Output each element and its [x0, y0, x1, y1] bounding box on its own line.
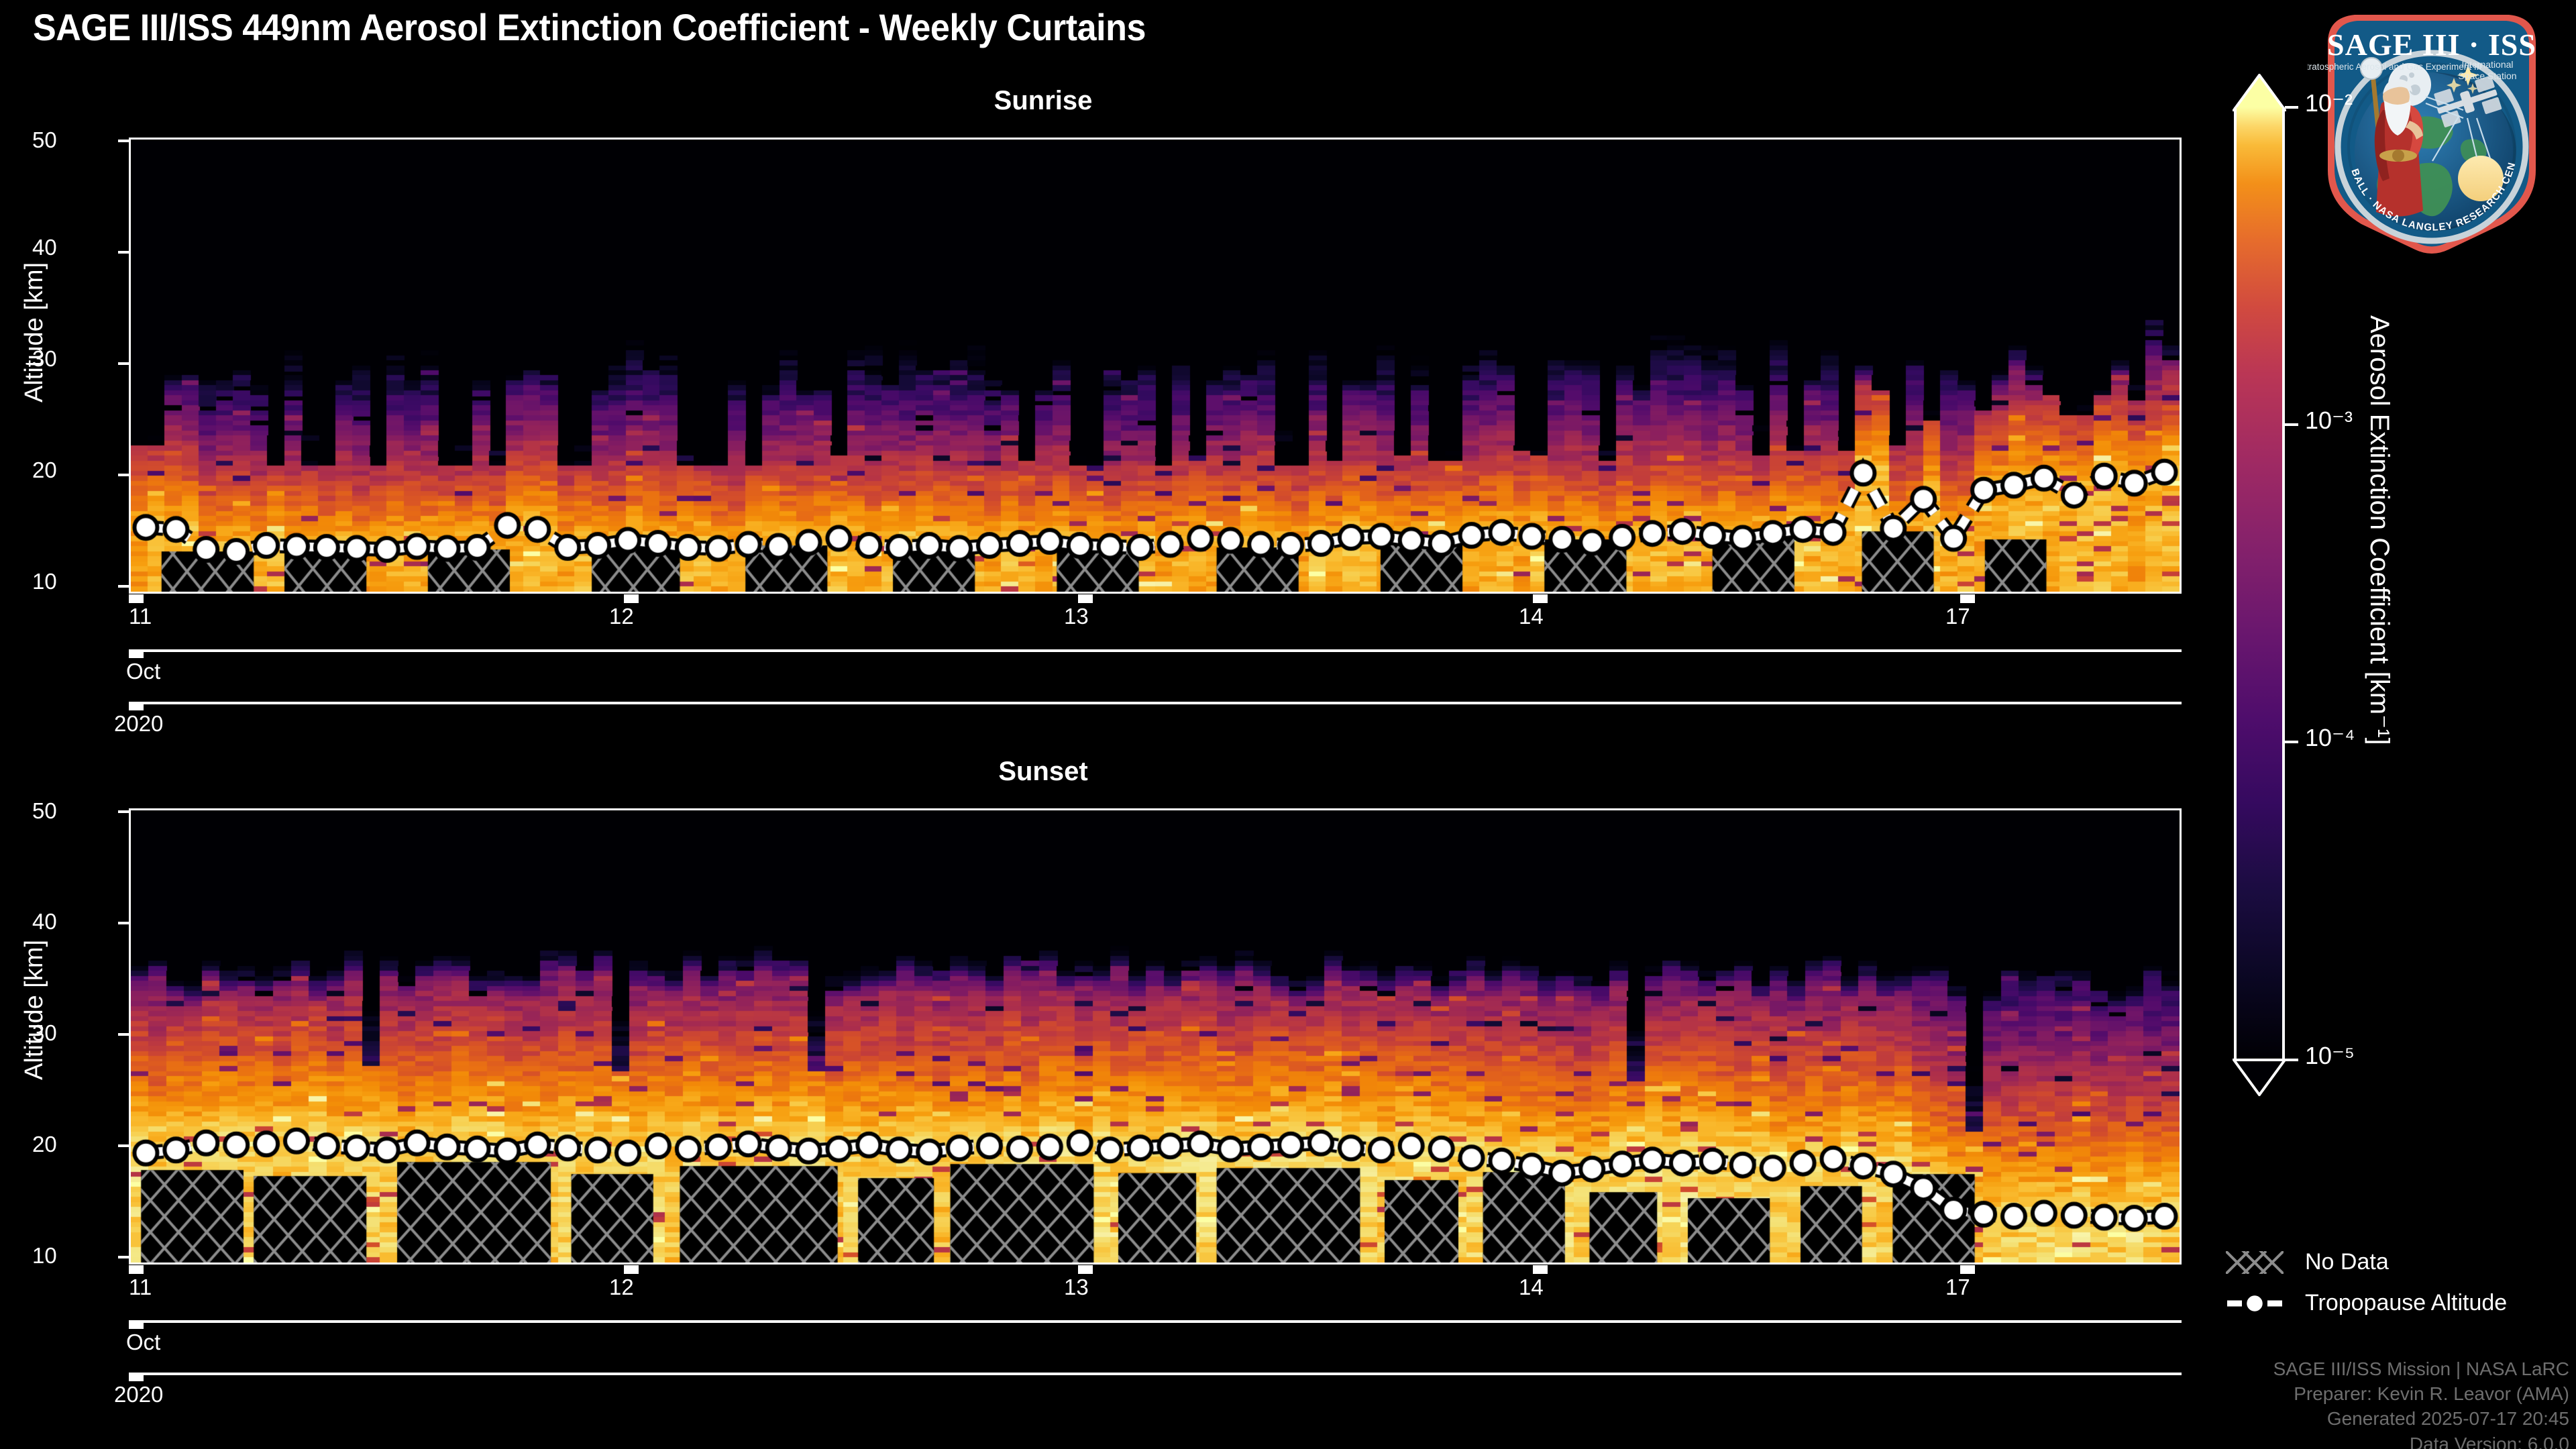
xtick-sunset-13: 13	[1064, 1275, 1089, 1299]
ytick-mark	[118, 810, 129, 813]
ytick-sunrise-20: 20	[32, 458, 57, 482]
date-tick-year	[129, 1373, 144, 1381]
xtick-sunrise-14: 14	[1519, 604, 1544, 629]
panel-title-sunset: Sunset	[998, 757, 1088, 786]
ytick-sunrise-50: 50	[32, 127, 57, 152]
ytick-mark	[118, 922, 129, 924]
colorbar-tick-label-1e-5: 10⁻⁵	[2305, 1042, 2355, 1069]
colorbar-tick	[2285, 741, 2298, 743]
xtick-sunset-14: 14	[1519, 1275, 1544, 1299]
y-axis-label-sunset: Altitude [km]	[20, 939, 48, 1080]
date-tick-year	[129, 702, 144, 710]
xtick-mark	[1078, 594, 1093, 603]
footer-line-version: Data Version: 6.0.0	[2409, 1433, 2569, 1449]
ytick-mark	[118, 585, 129, 588]
ytick-mark	[118, 140, 129, 142]
ytick-sunset-20: 20	[32, 1132, 57, 1157]
tropopause-line-icon	[2226, 1291, 2284, 1315]
colorbar-tick-label-1e-2: 10⁻²	[2305, 89, 2353, 117]
date-axis-rule-year	[129, 702, 2182, 704]
ytick-mark	[118, 474, 129, 476]
logo-figure	[2360, 57, 2424, 217]
page-title: SAGE III/ISS 449nm Aerosol Extinction Co…	[33, 6, 1146, 48]
panel-title-sunrise: Sunrise	[994, 86, 1093, 115]
plot-area-sunset	[129, 808, 2182, 1265]
colorbar-gradient	[2234, 107, 2285, 1060]
legend-label-no-data: No Data	[2305, 1249, 2389, 1275]
colorbar-tick	[2285, 423, 2298, 426]
plot-area-sunrise	[129, 138, 2182, 594]
date-axis-rule-month	[129, 1320, 2182, 1323]
ytick-sunset-10: 10	[32, 1243, 57, 1268]
xtick-sunset-17: 17	[1945, 1275, 1970, 1299]
logo-subtitle-left: Stratospheric Aerosol and Gas Experiment…	[2308, 62, 2481, 72]
ytick-sunset-40: 40	[32, 909, 57, 934]
heatmap-canvas-sunset	[131, 810, 2180, 1263]
ytick-sunrise-40: 40	[32, 235, 57, 260]
footer-line-mission: SAGE III/ISS Mission | NASA LaRC	[2273, 1358, 2569, 1379]
date-tick-month	[129, 1320, 144, 1329]
sage-iii-iss-logo: BALL · NASA LANGLEY RESEARCH CENTER · TA…	[2300, 0, 2556, 258]
colorbar-tick-label-1e-4: 10⁻⁴	[2305, 724, 2355, 751]
footer-line-generated: Generated 2025-07-17 20:45	[2326, 1408, 2569, 1430]
colorbar-tick	[2285, 1059, 2298, 1061]
ytick-sunset-50: 50	[32, 798, 57, 823]
xtick-sunrise-17: 17	[1945, 604, 1970, 629]
footer-credits: SAGE III/ISS Mission | NASA LaRC Prepare…	[1905, 1356, 2569, 1449]
xtick-mark	[624, 594, 639, 603]
logo-subtitle-right-2: Space Station	[2458, 70, 2516, 81]
ytick-sunset-30: 30	[32, 1020, 57, 1045]
ytick-sunrise-30: 30	[32, 346, 57, 371]
legend: No Data Tropopause Altitude	[2226, 1249, 2507, 1316]
legend-item-tropopause: Tropopause Altitude	[2226, 1290, 2507, 1316]
logo-title: SAGE III · ISS	[2327, 28, 2536, 62]
xtick-mark	[1078, 1265, 1093, 1274]
ytick-mark	[118, 1256, 129, 1258]
colorbar-extend-top	[2233, 74, 2286, 111]
xtick-mark	[1960, 594, 1975, 603]
date-level-month-sunrise: Oct	[126, 659, 161, 684]
ytick-mark	[118, 1144, 129, 1147]
colorbar-label: Aerosol Extinction Coefficient [km⁻¹]	[2365, 315, 2394, 745]
colorbar-tick-label-1e-3: 10⁻³	[2305, 407, 2353, 434]
ytick-sunrise-10: 10	[32, 569, 57, 594]
footer-line-preparer: Preparer: Kevin R. Leavor (AMA)	[2294, 1383, 2569, 1405]
colorbar-tick	[2285, 106, 2298, 109]
date-level-month-sunset: Oct	[126, 1330, 161, 1354]
xtick-mark	[129, 1265, 144, 1274]
no-data-hatch-icon	[2226, 1250, 2284, 1274]
xtick-mark	[1533, 1265, 1548, 1274]
date-tick-month	[129, 649, 144, 658]
legend-item-no-data: No Data	[2226, 1249, 2507, 1275]
colorbar-extend-bottom	[2233, 1059, 2286, 1096]
xtick-sunrise-13: 13	[1064, 604, 1089, 629]
heatmap-canvas-sunrise	[131, 140, 2180, 592]
xtick-mark	[129, 594, 144, 603]
xtick-sunrise-11: 11	[129, 604, 152, 629]
ytick-mark	[118, 251, 129, 254]
xtick-sunset-11: 11	[129, 1275, 152, 1299]
ytick-mark	[118, 362, 129, 365]
legend-label-tropopause: Tropopause Altitude	[2305, 1290, 2508, 1316]
date-axis-rule-month	[129, 649, 2182, 652]
date-level-year-sunrise: 2020	[114, 711, 164, 736]
ytick-mark	[118, 1033, 129, 1036]
date-level-year-sunset: 2020	[114, 1382, 164, 1407]
xtick-mark	[624, 1265, 639, 1274]
xtick-mark	[1960, 1265, 1975, 1274]
xtick-sunset-12: 12	[609, 1275, 634, 1299]
logo-subtitle-right-1: International	[2461, 59, 2513, 70]
xtick-mark	[1533, 594, 1548, 603]
xtick-sunrise-12: 12	[609, 604, 634, 629]
date-axis-rule-year	[129, 1373, 2182, 1375]
y-axis-label-sunrise: Altitude [km]	[20, 262, 48, 402]
